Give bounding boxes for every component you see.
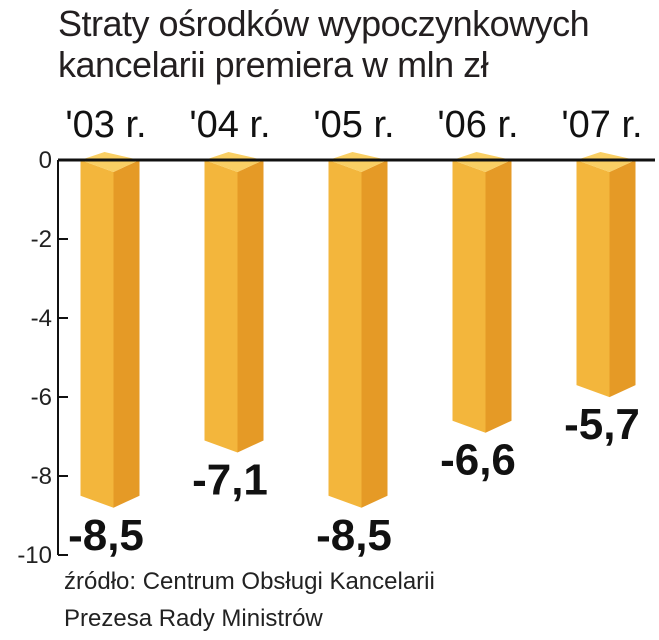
category-label: '06 r. [437,104,518,146]
plot-area: 0 -2 -4 -6 -8 -10 '03 r. -8,5 '04 r. -7,1 '05 r. -8… [17,104,655,569]
y-tick-label: -8 [31,463,52,490]
bar-top-face [80,152,140,172]
bar-front-face [452,160,486,433]
data-label: -7,1 [192,455,268,504]
bar-front-face [204,160,238,453]
bar [328,152,388,508]
bar-front-face [576,160,610,398]
bar-top-face [204,152,264,172]
bar [204,152,264,453]
y-tick-label: 0 [39,147,52,174]
source-line-2: Prezesa Rady Ministrów [64,605,323,632]
category-label: '05 r. [313,104,394,146]
bar-side-face [237,160,264,453]
y-tick-label: -4 [31,305,52,332]
category-label: '04 r. [189,104,270,146]
bar-side-face [485,160,512,433]
bar [452,152,512,433]
source-line-1: źródło: Centrum Obsługi Kancelarii [64,568,435,595]
bar-side-face [113,160,140,508]
bar-top-face [328,152,388,172]
category-label: '03 r. [65,104,146,146]
y-tick-label: -2 [31,226,52,253]
category-label: '07 r. [561,104,642,146]
bar-top-face [452,152,512,172]
bar-side-face [609,160,636,398]
data-label: -8,5 [316,511,392,560]
y-tick-label: -10 [17,542,52,569]
bar-front-face [80,160,114,508]
bar-top-face [576,152,636,172]
chart-title-line-1: Straty ośrodków wypoczynkowych [58,3,589,44]
bar-side-face [361,160,388,508]
bar-front-face [328,160,362,508]
y-tick-label: -6 [31,384,52,411]
data-label: -5,7 [564,400,640,449]
bar [576,152,636,398]
data-label: -6,6 [440,436,516,485]
chart-title-line-2: kancelarii premiera w mln zł [58,44,489,85]
data-label: -8,5 [68,511,144,560]
bar [80,152,140,508]
